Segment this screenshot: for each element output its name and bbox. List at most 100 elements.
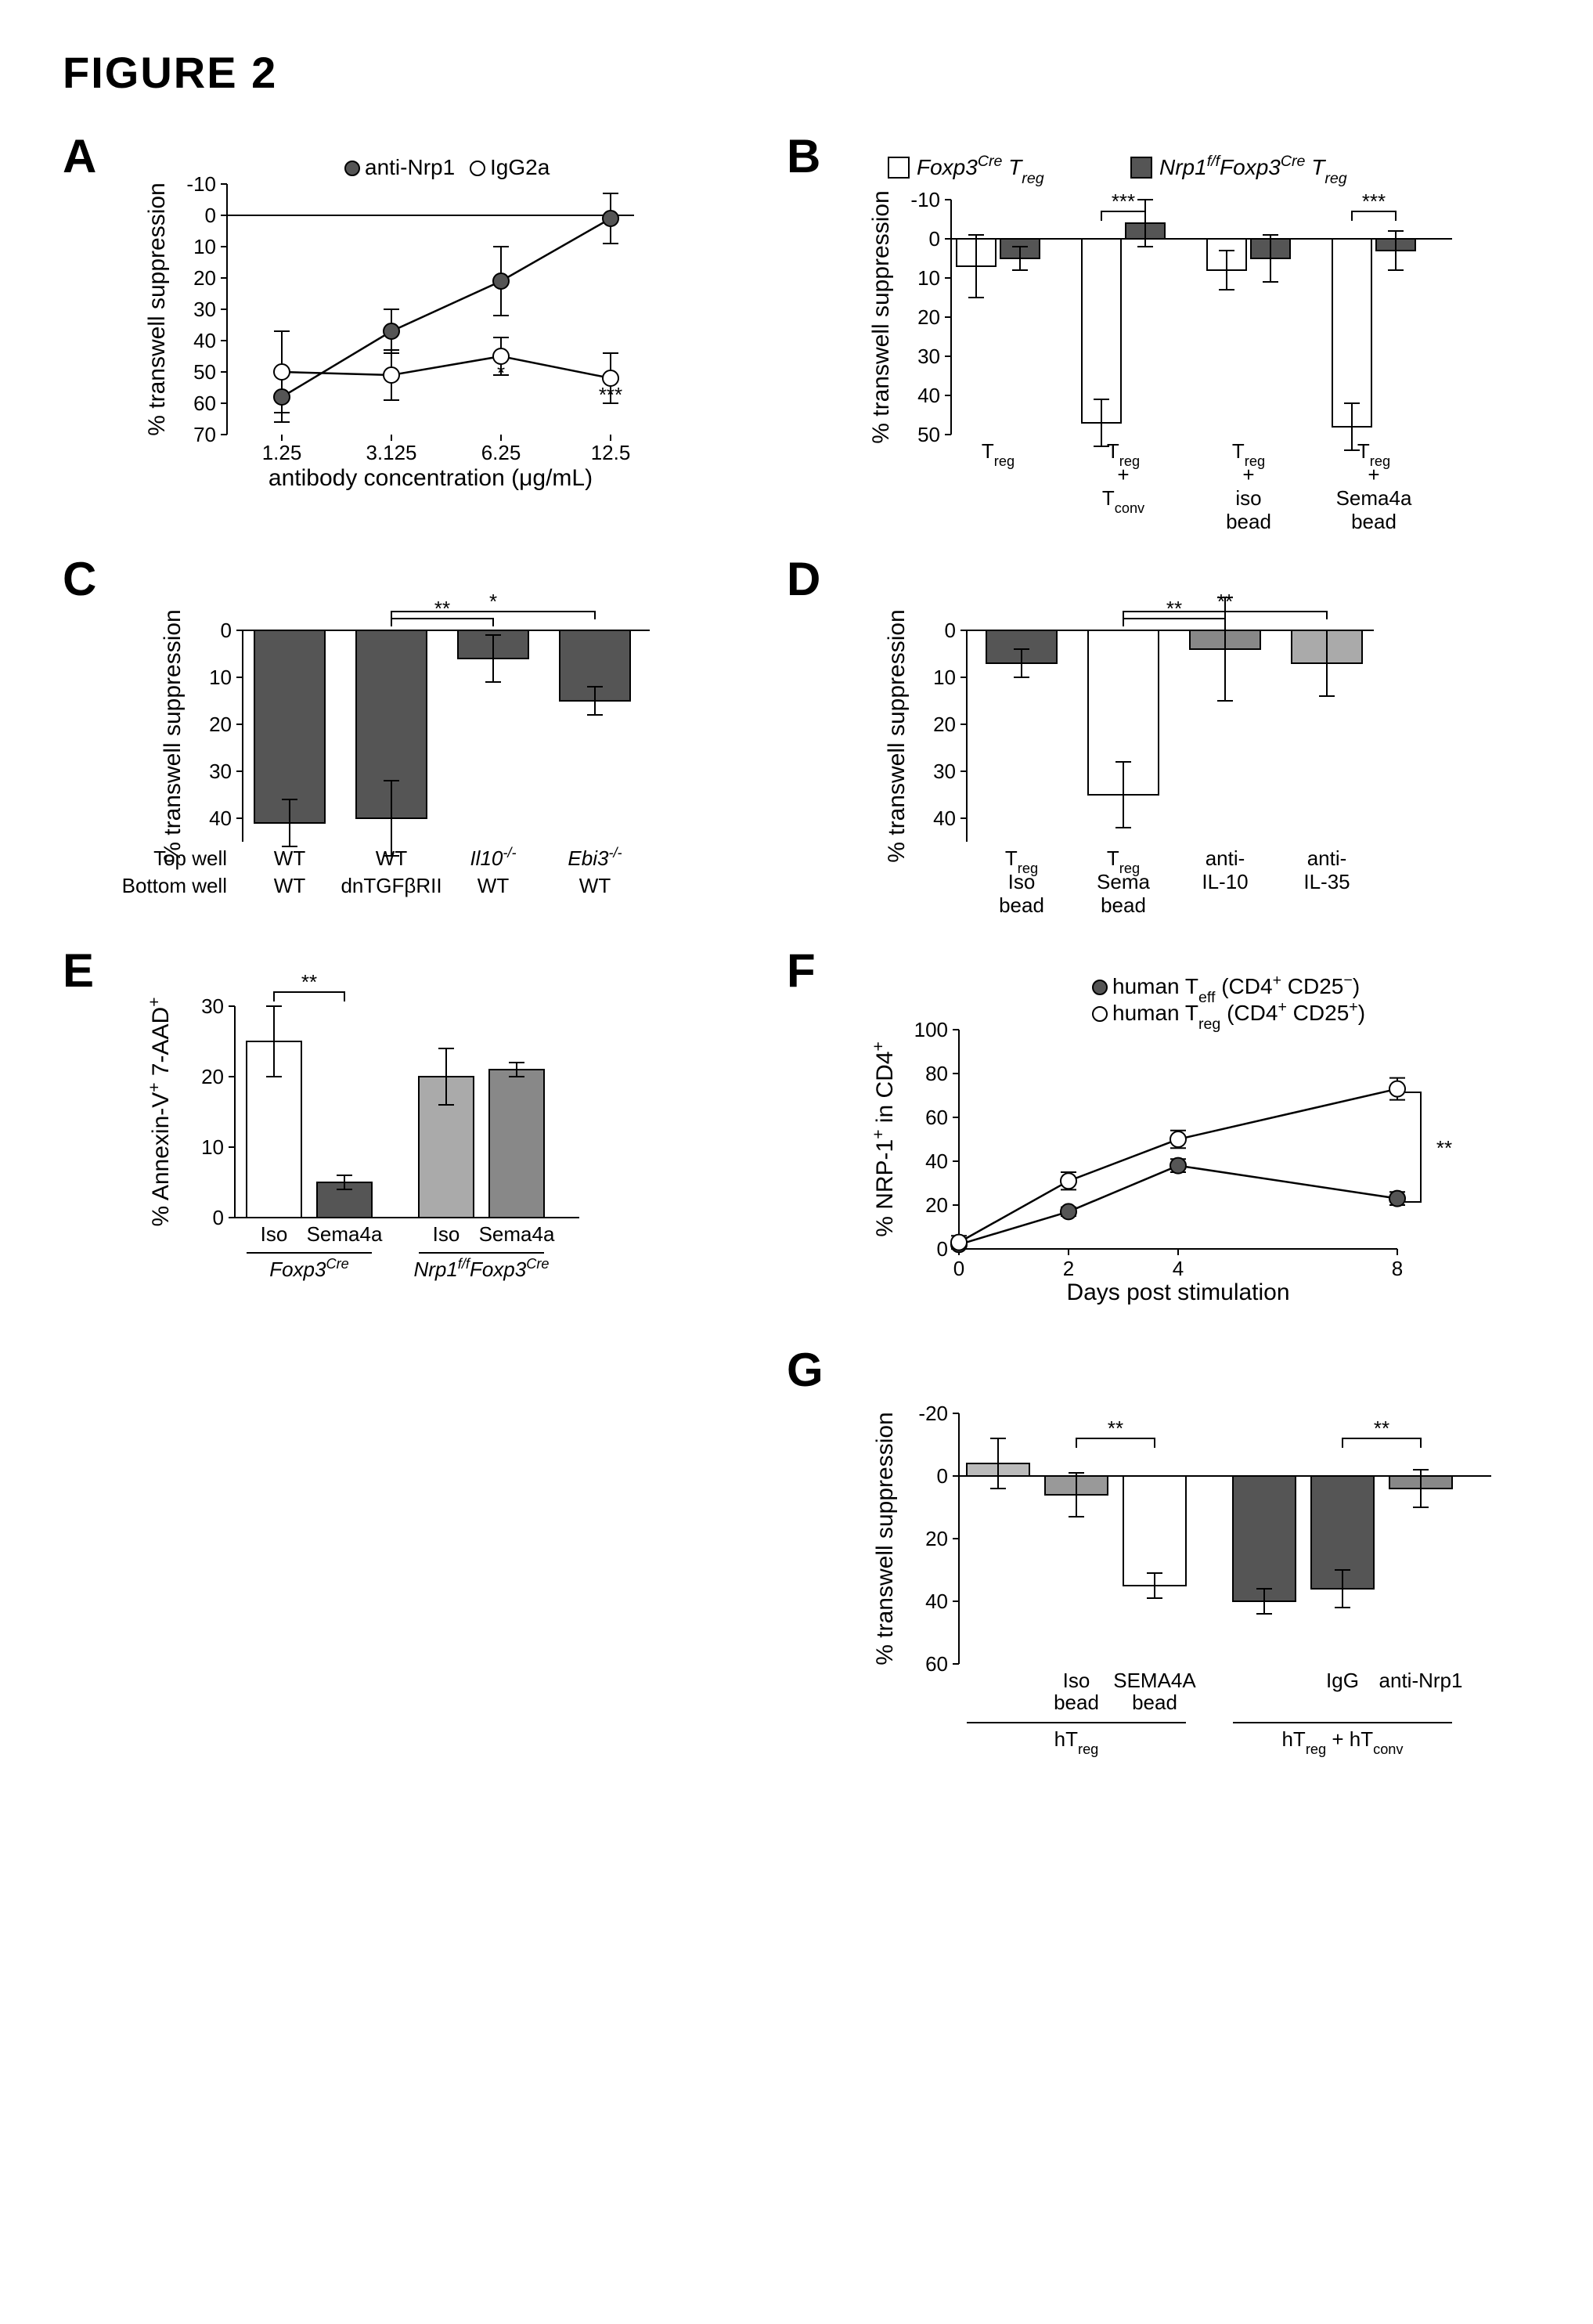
svg-text:Ebi3-/-: Ebi3-/- xyxy=(568,845,622,870)
panel-b-chart: Foxp3Cre Treg Nrp1f/fFoxp3Cre Treg -1001… xyxy=(857,161,1499,529)
panel-c-label: C xyxy=(63,552,96,606)
panel-g: G -200204060 **** IsobeadSEMA4AbeadIgGan… xyxy=(787,1351,1530,1750)
svg-text:10: 10 xyxy=(917,266,940,290)
panel-e-chart: 0102030 ** IsoSema4aIsoSema4aFoxp3CreNrp… xyxy=(133,975,618,1304)
svg-text:6.25: 6.25 xyxy=(481,441,521,464)
svg-text:WT: WT xyxy=(478,874,510,897)
svg-text:100: 100 xyxy=(914,1018,948,1041)
legend-treg: human Treg (CD4+ CD25+) xyxy=(1112,998,1365,1033)
svg-text:WT: WT xyxy=(274,846,306,870)
svg-text:**: ** xyxy=(1108,1416,1123,1440)
svg-text:0: 0 xyxy=(929,227,940,251)
legend-nrp1: Nrp1f/fFoxp3Cre Treg xyxy=(1159,153,1347,187)
svg-text:4: 4 xyxy=(1173,1257,1184,1280)
legend-swatch-nrp1 xyxy=(1131,157,1152,178)
panel-d-ylabel: % transwell suppression xyxy=(884,609,910,862)
panel-f-sig: ** xyxy=(1436,1136,1452,1160)
svg-text:Treg+isobead: Treg+isobead xyxy=(1226,439,1271,533)
svg-text:0: 0 xyxy=(937,1237,948,1261)
svg-text:40: 40 xyxy=(933,807,956,830)
svg-text:Isobead: Isobead xyxy=(1054,1669,1099,1714)
legend-igg2a: IgG2a xyxy=(490,155,550,179)
svg-text:60: 60 xyxy=(925,1652,948,1676)
legend-marker-igg2a xyxy=(470,161,485,175)
svg-text:3.125: 3.125 xyxy=(366,441,416,464)
svg-text:1.25: 1.25 xyxy=(262,441,302,464)
figure-grid: A anti-Nrp1 IgG2a -10010203040506070 1.2… xyxy=(63,137,1530,1750)
panel-b-ylabel: % transwell suppression xyxy=(868,190,894,443)
panel-f-ylabel: % NRP-1+ in CD4+ xyxy=(870,1041,899,1237)
svg-text:Treg: Treg xyxy=(982,439,1015,469)
svg-text:-10: -10 xyxy=(910,188,940,211)
svg-text:10: 10 xyxy=(209,666,232,689)
svg-text:Foxp3Cre: Foxp3Cre xyxy=(269,1256,349,1281)
panel-e-ylabel: % Annexin-V+ 7-AAD+ xyxy=(146,997,175,1226)
svg-text:50: 50 xyxy=(917,423,940,446)
panel-d-label: D xyxy=(787,552,820,606)
svg-text:2: 2 xyxy=(1063,1257,1074,1280)
panel-e: E 0102030 ** IsoSema4aIsoSema4aFoxp3CreN… xyxy=(63,951,740,1319)
legend-marker-treg xyxy=(1093,1007,1107,1021)
svg-text:**: ** xyxy=(1166,597,1182,620)
bottom-well-label: Bottom well xyxy=(122,874,227,897)
panel-a-ylabel: % transwell suppression xyxy=(144,182,170,435)
svg-text:20: 20 xyxy=(201,1065,224,1088)
svg-text:Il10-/-: Il10-/- xyxy=(470,845,516,870)
svg-text:20: 20 xyxy=(933,713,956,736)
svg-text:hTreg: hTreg xyxy=(1054,1727,1099,1757)
svg-text:80: 80 xyxy=(925,1062,948,1085)
svg-text:40: 40 xyxy=(925,1590,948,1613)
svg-text:Iso: Iso xyxy=(261,1222,288,1246)
svg-text:***: *** xyxy=(1112,189,1135,213)
svg-text:*: * xyxy=(497,361,505,384)
svg-text:TregSemabead: TregSemabead xyxy=(1097,846,1150,917)
svg-text:0: 0 xyxy=(205,204,216,227)
panel-b: B Foxp3Cre Treg Nrp1f/fFoxp3Cre Treg -10… xyxy=(787,137,1530,529)
svg-text:10: 10 xyxy=(933,666,956,689)
svg-text:WT: WT xyxy=(579,874,611,897)
panel-d: D 010203040 **** TregIsobeadTregSemabead… xyxy=(787,560,1530,920)
panel-c-ylabel: % transwell suppression xyxy=(160,609,186,862)
svg-text:0: 0 xyxy=(221,619,232,642)
svg-text:dnTGFβRII: dnTGFβRII xyxy=(341,874,441,897)
svg-text:Iso: Iso xyxy=(433,1222,460,1246)
svg-text:20: 20 xyxy=(193,266,216,290)
svg-text:WT: WT xyxy=(376,846,408,870)
panel-f-chart: human Teff (CD4+ CD25−) human Treg (CD4+… xyxy=(857,975,1499,1319)
svg-text:Sema4a: Sema4a xyxy=(307,1222,383,1246)
panel-c-chart: 010203040 *** % transwell suppression To… xyxy=(133,583,697,920)
svg-text:SEMA4Abead: SEMA4Abead xyxy=(1113,1669,1196,1714)
svg-text:0: 0 xyxy=(937,1464,948,1488)
svg-text:30: 30 xyxy=(193,298,216,321)
panel-e-label: E xyxy=(63,944,94,998)
svg-text:70: 70 xyxy=(193,423,216,446)
panel-f-label: F xyxy=(787,944,816,998)
panel-c: C 010203040 *** % transwell suppression … xyxy=(63,560,740,920)
svg-text:IgG: IgG xyxy=(1326,1669,1359,1692)
svg-text:anti-Nrp1: anti-Nrp1 xyxy=(1379,1669,1463,1692)
svg-text:**: ** xyxy=(1217,590,1233,613)
svg-text:TregIsobead: TregIsobead xyxy=(999,846,1044,917)
legend-foxp3: Foxp3Cre Treg xyxy=(917,153,1044,187)
panel-a: A anti-Nrp1 IgG2a -10010203040506070 1.2… xyxy=(63,137,740,529)
legend-marker-teff xyxy=(1093,980,1107,994)
panel-b-label: B xyxy=(787,129,820,183)
svg-text:30: 30 xyxy=(209,760,232,783)
svg-text:Treg+Sema4abead: Treg+Sema4abead xyxy=(1336,439,1412,533)
svg-text:10: 10 xyxy=(201,1135,224,1159)
svg-text:Nrp1f/fFoxp3Cre: Nrp1f/fFoxp3Cre xyxy=(413,1256,549,1281)
svg-text:0: 0 xyxy=(213,1206,224,1229)
svg-text:60: 60 xyxy=(193,392,216,415)
svg-text:anti-IL-35: anti-IL-35 xyxy=(1303,846,1350,893)
svg-text:0: 0 xyxy=(953,1257,964,1280)
svg-text:30: 30 xyxy=(201,994,224,1018)
svg-text:20: 20 xyxy=(925,1527,948,1550)
svg-text:8: 8 xyxy=(1392,1257,1403,1280)
legend-swatch-foxp3 xyxy=(888,157,909,178)
svg-text:30: 30 xyxy=(933,760,956,783)
panel-a-xlabel: antibody concentration (μg/mL) xyxy=(269,465,593,491)
svg-text:20: 20 xyxy=(209,713,232,736)
svg-text:**: ** xyxy=(1374,1416,1389,1440)
svg-text:Treg+Tconv: Treg+Tconv xyxy=(1102,439,1145,516)
svg-text:20: 20 xyxy=(925,1193,948,1217)
